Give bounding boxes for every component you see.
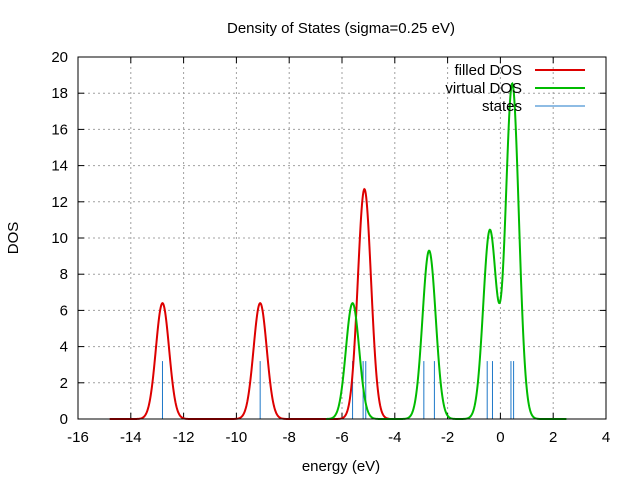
y-axis-ticks: 0 2 4 6 8 10 12 14 16 18 20: [51, 49, 606, 428]
legend-label: filled DOS: [454, 62, 522, 79]
y-tick-label: 8: [60, 266, 68, 283]
y-tick-label: 0: [60, 411, 68, 428]
x-tick-label: 0: [496, 429, 504, 446]
y-tick-label: 6: [60, 302, 68, 319]
x-tick-label: -2: [441, 429, 454, 446]
legend-label: states: [482, 98, 522, 115]
y-tick-label: 10: [51, 230, 68, 247]
x-tick-label: -6: [335, 429, 348, 446]
y-tick-label: 16: [51, 121, 68, 138]
y-tick-label: 12: [51, 194, 68, 211]
x-tick-label: 4: [602, 429, 610, 446]
y-tick-label: 14: [51, 158, 68, 175]
y-axis-label: DOS: [5, 222, 22, 255]
plot-marks: [109, 82, 567, 420]
y-tick-label: 18: [51, 85, 68, 102]
x-axis-label: energy (eV): [302, 458, 380, 475]
filled-dos-curve: [109, 187, 390, 420]
x-tick-label: -10: [226, 429, 248, 446]
y-tick-label: 4: [60, 339, 68, 356]
chart-title: Density of States (sigma=0.25 eV): [227, 20, 455, 37]
x-tick-label: -4: [388, 429, 401, 446]
grid: [78, 57, 606, 419]
y-tick-label: 20: [51, 49, 68, 66]
plot-frame: [77, 56, 607, 420]
y-tick-label: 2: [60, 375, 68, 392]
x-tick-label: -16: [67, 429, 89, 446]
x-tick-label: -14: [120, 429, 142, 446]
x-tick-label: 2: [549, 429, 557, 446]
legend-label: virtual DOS: [445, 80, 522, 97]
x-tick-label: -12: [173, 429, 195, 446]
x-tick-label: -8: [283, 429, 296, 446]
x-axis-ticks: -16 -14 -12 -10 -8 -6 -4 -2 0 2 4: [67, 57, 610, 446]
virtual-dos-curve: [326, 82, 567, 420]
